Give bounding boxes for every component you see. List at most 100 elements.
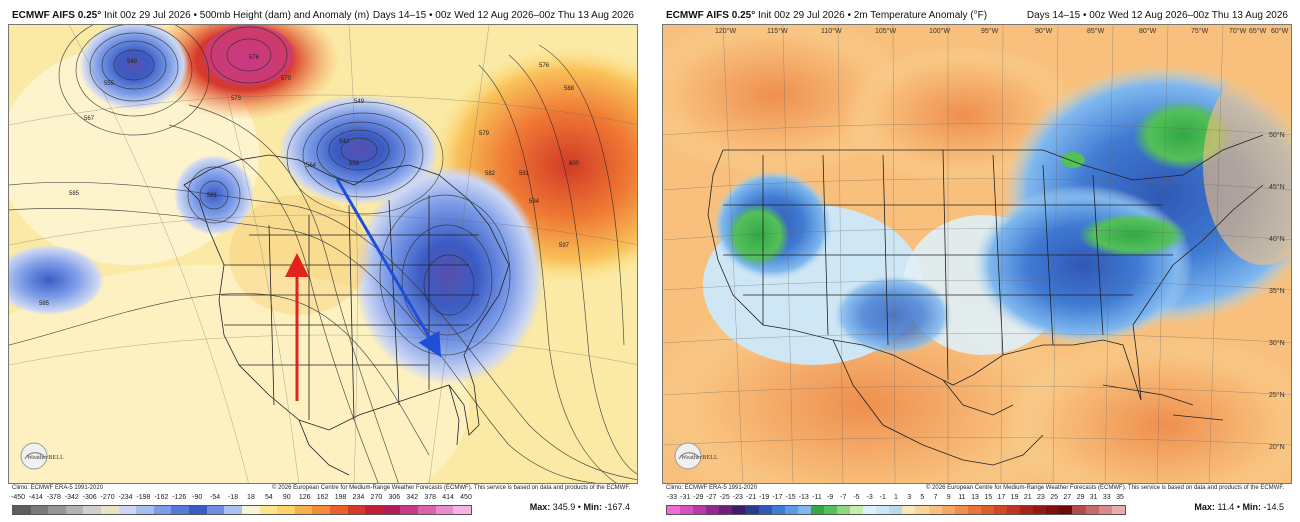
colorbar-swatch: [48, 506, 66, 514]
colorbar-swatch: [259, 506, 278, 514]
colorbar-swatch: [136, 506, 154, 514]
colorbar-swatch: [680, 506, 694, 514]
contour-label: 555: [104, 81, 115, 87]
lon-label: 115°W: [767, 27, 788, 35]
lon-label: 90°W: [1035, 27, 1053, 35]
colorbar-tick: -13: [798, 494, 809, 501]
colorbar: [12, 505, 472, 515]
colorbar-tick: 5: [920, 494, 925, 501]
contour-label: 576: [539, 63, 550, 69]
lat-label: 45°N: [1269, 183, 1285, 191]
colorbar-swatch: [1085, 506, 1099, 514]
colorbar-tick: -234: [118, 494, 133, 501]
colorbar-swatch: [758, 506, 772, 514]
colorbar-tick: -3: [866, 494, 873, 501]
model-name: ECMWF AIFS 0.25°: [12, 10, 102, 21]
colorbar-swatch: [719, 506, 733, 514]
colorbar-tick: 90: [282, 494, 291, 501]
colorbar-swatch: [745, 506, 759, 514]
model-name: ECMWF AIFS 0.25°: [666, 10, 756, 21]
colorbar-swatch: [863, 506, 877, 514]
temperature-anomaly-panel: ECMWF AIFS 0.25° Init 00z 29 Jul 2026 • …: [662, 0, 1292, 522]
colorbar-tick: 13: [971, 494, 979, 501]
panel-footer: Climo: ECMWF ERA-5 1991-2020 © 2026 Euro…: [662, 484, 1292, 494]
colorbar-tick: -306: [82, 494, 97, 501]
max-min-readout: Max: 345.9 • Min: -167.4: [529, 502, 630, 512]
colorbar-tick: -414: [28, 494, 43, 501]
colorbar-tick: -15: [785, 494, 796, 501]
colorbar-tick: 11: [958, 494, 966, 501]
colorbar-tick: -29: [693, 494, 704, 501]
map-graphic: 549 555 567 585 561 573 576 570 576 588 …: [9, 25, 637, 483]
colorbar-tick: 19: [1010, 494, 1019, 501]
colorbar-tick: -198: [136, 494, 151, 501]
valid-time: Days 14–15 • 00z Wed 12 Aug 2026–00z Thu…: [1026, 10, 1288, 21]
colorbar-swatch: [365, 506, 383, 514]
colorbar-tick: 33: [1102, 494, 1111, 501]
colorbar-swatch: [435, 506, 454, 514]
min-value: -14.5: [1263, 502, 1284, 512]
lon-label: 85°W: [1087, 27, 1105, 35]
colorbar-swatch: [941, 506, 955, 514]
contour-label: 561: [207, 193, 218, 199]
colorbar-tick: 15: [984, 494, 993, 501]
colorbar-swatch: [189, 506, 207, 514]
logo-text: WeatherBELL: [27, 455, 65, 461]
colorbar-swatch: [347, 506, 366, 514]
climo-note: Climo: ECMWF ERA-5 1991-2020: [666, 485, 758, 491]
lat-label: 40°N: [1269, 235, 1285, 243]
colorbar-swatch: [667, 506, 681, 514]
colorbar-swatch: [294, 506, 313, 514]
logo-text: WeatherBELL: [681, 455, 719, 461]
colorbar-tick: 21: [1023, 494, 1032, 501]
colorbar-swatch: [312, 506, 330, 514]
colorbar-tick: -1: [879, 494, 886, 501]
colorbar-tick: -162: [154, 494, 169, 501]
colorbar-tick: -18: [227, 494, 239, 501]
colorbar-swatch: [1007, 506, 1021, 514]
lon-label: 120°W: [715, 27, 736, 35]
colorbar-swatch: [241, 506, 260, 514]
colorbar-tick: -5: [853, 494, 860, 501]
colorbar-tick: 23: [1037, 494, 1045, 501]
colorbar-swatch: [823, 506, 838, 514]
lon-label: 65°W: [1249, 27, 1267, 35]
lon-label: 75°W: [1191, 27, 1209, 35]
colorbar-swatch: [693, 506, 707, 514]
max-value: 345.9: [552, 502, 576, 512]
panel-footer: Climo: ECMWF ERA-5 1991-2020 © 2026 Euro…: [8, 484, 638, 494]
colorbar-tick: -54: [210, 494, 221, 501]
lon-label: 100°W: [929, 27, 950, 35]
colorbar-swatch: [1020, 506, 1034, 514]
climo-note: Climo: ECMWF ERA-5 1991-2020: [12, 485, 104, 491]
contour-label: 549: [354, 99, 365, 105]
colorbar-tick: -90: [192, 494, 203, 501]
lat-label: 25°N: [1269, 391, 1285, 399]
colorbar-swatch: [980, 506, 994, 514]
colorbar-tick: 3: [907, 494, 912, 501]
colorbar-swatch: [400, 506, 419, 514]
colorbar-tick-labels: -450 -414 -378 -342 -306 -270 -234 -198 -162 -126…: [11, 494, 472, 504]
contour-label: 576: [249, 55, 260, 61]
contour-label: 594: [529, 199, 540, 205]
colorbar-swatch: [206, 506, 225, 514]
colorbar-tick: 306: [388, 494, 401, 501]
colorbar-swatch: [876, 506, 890, 514]
colorbar-tick: 31: [1089, 494, 1098, 501]
contour-label: 558: [349, 161, 360, 167]
contour-label: 564: [306, 163, 317, 169]
colorbar-swatch: [850, 506, 864, 514]
colorbar-swatch: [171, 506, 190, 514]
colorbar-swatch: [797, 506, 811, 514]
colorbar-swatch: [277, 506, 295, 514]
colorbar-tick: -17: [772, 494, 783, 501]
colorbar-tick: 7: [933, 494, 938, 501]
colorbar-swatch: [83, 506, 102, 514]
temperature-anomaly-map: 120°W 115°W 110°W 105°W 100°W 95°W 90°W …: [662, 24, 1292, 484]
colorbar-swatch: [928, 506, 942, 514]
colorbar-swatch: [1033, 506, 1047, 514]
lat-label: 30°N: [1269, 339, 1285, 347]
colorbar-tick: 29: [1076, 494, 1085, 501]
lon-label: 105°W: [875, 27, 896, 35]
colorbar-swatch: [118, 506, 137, 514]
